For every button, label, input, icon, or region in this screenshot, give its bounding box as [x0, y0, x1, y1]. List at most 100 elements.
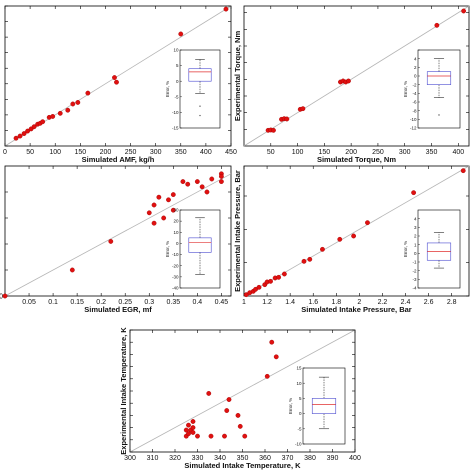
data-point	[170, 207, 176, 213]
inset-y-tick-label: -2	[412, 268, 416, 273]
data-point	[269, 339, 275, 345]
inset-y-tick-label: 10	[173, 48, 179, 53]
identity-line	[243, 5, 470, 147]
inset-y-tick-label: -40	[172, 286, 179, 291]
inset-y-tick-label: 0	[414, 74, 417, 79]
x-tick-label: 0.05	[22, 299, 36, 306]
x-tick-label: 1.6	[308, 299, 318, 306]
x-tick-label: 360	[259, 455, 271, 462]
data-point	[204, 189, 210, 195]
data-point	[226, 397, 232, 402]
inset-y-tick-label: 0	[299, 411, 302, 416]
data-point	[235, 412, 241, 418]
data-point	[190, 419, 196, 424]
inset-y-tick-label: 10	[296, 381, 302, 386]
error-boxplot-inset: -10 -5 0 5 10 15 Error, %	[288, 366, 346, 447]
inset-y-tick-label: -2	[412, 82, 416, 87]
iqr-box	[311, 398, 337, 414]
x-tick-label: 370	[282, 455, 294, 462]
inset-y-axis-label: Error, %	[165, 81, 170, 97]
x-tick-label: 0.3	[144, 299, 154, 306]
scatter-panel-4: 1 1.2 1.4 1.6 1.8 2 2.2 2.4 2.6 2.8 Simulated Inta…	[233, 165, 470, 314]
inset-y-tick-label: -10	[172, 252, 179, 257]
x-axis-label: Simulated Intake Temperature, K	[184, 461, 301, 470]
data-point	[170, 192, 176, 198]
x-tick-label: 1.4	[285, 299, 295, 306]
y-axis-label: Experimental Intake Temperature, K	[119, 327, 128, 455]
data-point	[183, 427, 189, 433]
inset-y-tick-label: 30	[173, 208, 179, 213]
data-point	[2, 293, 8, 299]
error-boxplot-inset: -4 -3 -2 -1 0 1 2 3 4 Error, %	[403, 209, 461, 291]
x-tick-label: 300	[399, 149, 411, 156]
inset-y-tick-label: 3	[414, 225, 417, 230]
inset-y-axis-label: Error, %	[288, 398, 293, 414]
data-point	[206, 391, 212, 396]
inset-y-tick-label: -6	[412, 100, 416, 105]
data-point	[13, 135, 19, 141]
data-point	[190, 430, 196, 435]
inset-y-tick-label: -10	[410, 117, 417, 122]
x-tick-label: 400	[349, 455, 361, 462]
data-point	[156, 194, 162, 200]
x-axis-label: Simulated EGR, mf	[84, 305, 152, 314]
data-point	[411, 190, 417, 196]
x-tick-label: 0.1	[48, 299, 58, 306]
inset-y-tick-label: -8	[412, 108, 416, 113]
data-point	[112, 75, 117, 80]
x-tick-label: 0	[3, 149, 7, 156]
x-tick-label: 2	[357, 299, 361, 306]
inset-y-tick-label: 4	[414, 56, 417, 61]
x-tick-label: 250	[125, 149, 137, 156]
inset-y-tick-label: -10	[172, 110, 179, 115]
inset-y-axis-label: Error, %	[403, 81, 408, 97]
inset-y-tick-label: -30	[172, 274, 179, 279]
data-point	[301, 258, 307, 264]
data-point	[194, 179, 200, 185]
y-axis-label: Experimental Torque, Nm	[233, 31, 242, 122]
inset-y-tick-label: -4	[412, 286, 416, 291]
x-tick-label: 390	[327, 455, 339, 462]
inset-y-tick-label: 15	[296, 366, 302, 371]
data-point	[195, 433, 200, 439]
error-boxplot-inset: -40 -30 -20 -10 0 10 20 30 Error, %	[165, 208, 221, 291]
data-point	[186, 431, 191, 437]
inset-y-tick-label: -5	[174, 94, 178, 99]
iqr-box	[188, 237, 212, 253]
data-point	[166, 197, 171, 203]
x-tick-label: 150	[74, 149, 86, 156]
iqr-box	[426, 71, 452, 85]
inset-y-tick-label: 2	[414, 234, 417, 239]
data-point	[242, 433, 248, 439]
data-point	[300, 106, 306, 112]
data-point	[223, 6, 229, 12]
data-point	[208, 433, 214, 439]
x-tick-label: 100	[49, 149, 61, 156]
inset-y-tick-label: 5	[299, 396, 302, 401]
data-point	[108, 238, 114, 244]
data-point	[273, 354, 279, 360]
identity-line	[4, 173, 232, 297]
inset-y-tick-label: 20	[173, 219, 179, 224]
x-tick-label: 340	[214, 455, 226, 462]
x-tick-label: 0.25	[118, 299, 132, 306]
data-point	[114, 79, 119, 85]
x-tick-label: 2.4	[401, 299, 411, 306]
data-point	[69, 267, 75, 273]
data-point	[180, 179, 186, 185]
identity-line	[243, 165, 470, 297]
x-axis-label: Simulated Torque, Nm	[317, 155, 396, 164]
x-tick-label: 0.35	[166, 299, 180, 306]
x-tick-label: 0.45	[215, 299, 229, 306]
x-tick-label: 450	[225, 149, 237, 156]
data-point	[351, 233, 357, 239]
data-point	[31, 124, 37, 130]
data-point	[218, 173, 224, 179]
data-point	[224, 408, 230, 413]
x-tick-label: 150	[319, 149, 331, 156]
data-point	[185, 181, 191, 187]
data-point	[320, 246, 325, 252]
data-point	[209, 176, 215, 182]
data-point	[218, 179, 224, 185]
